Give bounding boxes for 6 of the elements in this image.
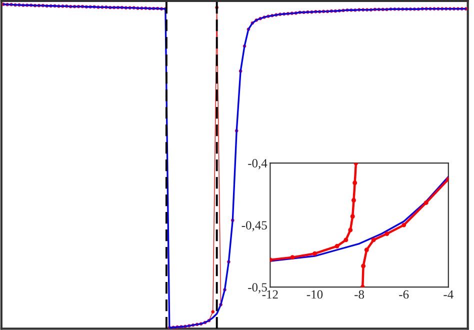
x-tick-label: -8 [354, 290, 364, 299]
x-tick-label: -6 [399, 290, 409, 299]
y-tick-label: -0,4 [248, 159, 268, 170]
y-tick-label: -0,45 [242, 221, 267, 232]
x-tick-label: -10 [306, 290, 323, 299]
x-tick-label: -4 [444, 290, 454, 299]
